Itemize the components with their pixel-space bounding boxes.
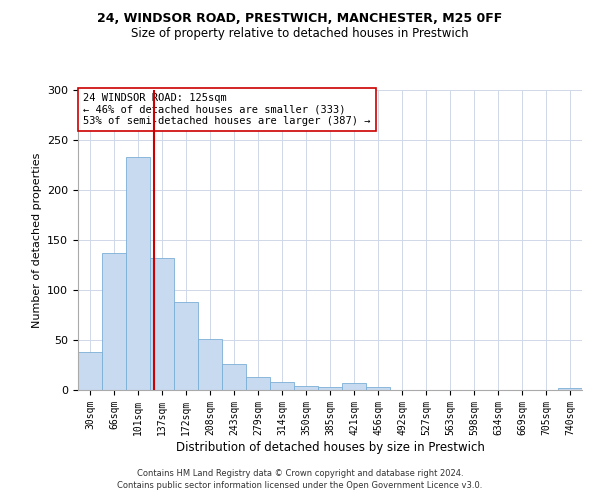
Bar [174, 302, 198, 390]
Y-axis label: Number of detached properties: Number of detached properties [32, 152, 41, 328]
Bar [270, 382, 294, 390]
Bar [150, 258, 174, 390]
Bar [294, 386, 318, 390]
Bar [366, 387, 390, 390]
Bar [222, 364, 246, 390]
Bar [342, 383, 366, 390]
Bar [126, 157, 150, 390]
Text: 24 WINDSOR ROAD: 125sqm
← 46% of detached houses are smaller (333)
53% of semi-d: 24 WINDSOR ROAD: 125sqm ← 46% of detache… [83, 93, 371, 126]
Bar [102, 253, 126, 390]
Text: Size of property relative to detached houses in Prestwich: Size of property relative to detached ho… [131, 28, 469, 40]
Bar [318, 387, 342, 390]
Text: Contains HM Land Registry data © Crown copyright and database right 2024.
Contai: Contains HM Land Registry data © Crown c… [118, 468, 482, 490]
Bar [246, 377, 270, 390]
Bar [198, 339, 222, 390]
X-axis label: Distribution of detached houses by size in Prestwich: Distribution of detached houses by size … [176, 440, 484, 454]
Bar [78, 352, 102, 390]
Text: 24, WINDSOR ROAD, PRESTWICH, MANCHESTER, M25 0FF: 24, WINDSOR ROAD, PRESTWICH, MANCHESTER,… [97, 12, 503, 26]
Bar [558, 388, 582, 390]
